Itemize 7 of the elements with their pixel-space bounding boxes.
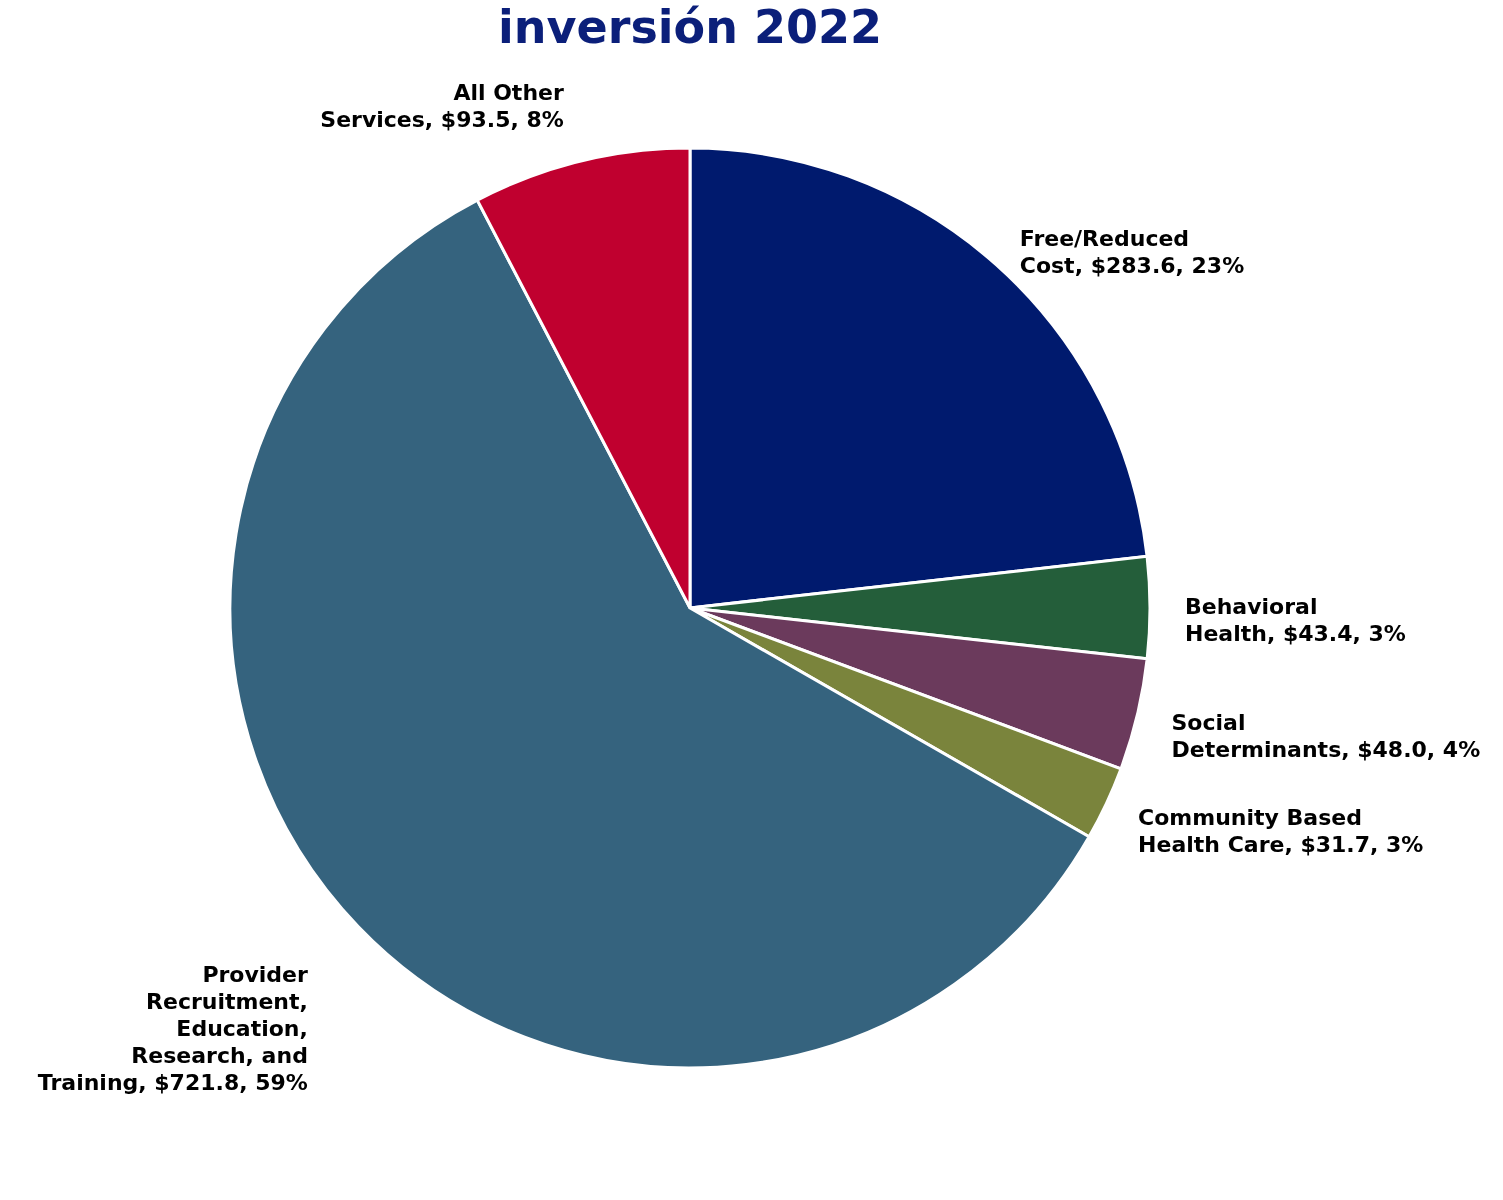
slice-label: Social Determinants, $48.0, 4%: [1171, 709, 1481, 762]
chart-title: inversión 2022: [498, 0, 882, 54]
slice-label: Provider Recruitment, Education, Research, and Training, $721.8, 59%: [37, 962, 309, 1096]
slice-label: Free/Reduced Cost, $283.6, 23%: [1019, 225, 1245, 278]
slice-label: Community Based Health Care, $31.7, 3%: [1138, 805, 1424, 858]
slice-label: Behavioral Health, $43.4, 3%: [1185, 594, 1406, 647]
slice-label: All Other Services, $93.5, 8%: [320, 80, 564, 133]
